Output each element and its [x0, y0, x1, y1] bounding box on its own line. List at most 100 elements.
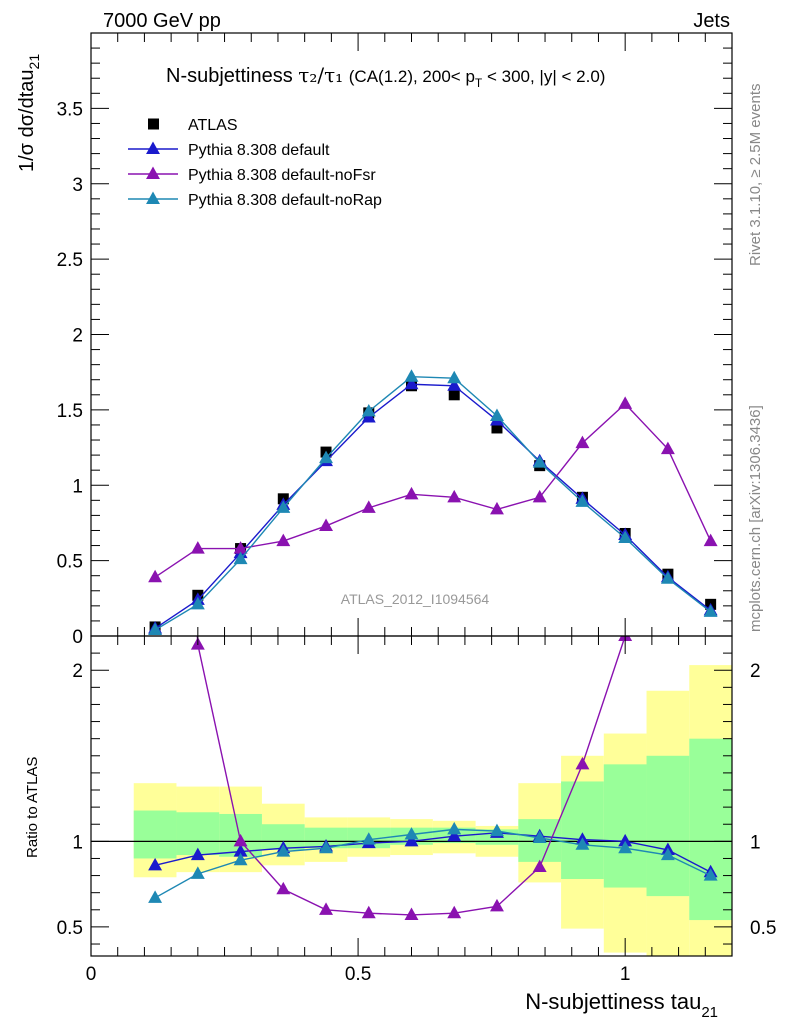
main-series-marker-3	[404, 369, 419, 382]
main-series-marker-1	[404, 376, 419, 390]
ratio-series-marker-2	[660, 847, 675, 861]
ratio-series-marker-1	[404, 907, 419, 920]
main-series-marker-3	[618, 530, 633, 544]
ratio-series-line-2	[154, 828, 711, 899]
main-series-layer	[148, 369, 718, 636]
header-right: Jets	[693, 10, 730, 32]
ratio-xtick-label: 0	[86, 964, 97, 985]
ratio-series-marker-1	[319, 902, 333, 915]
legend-label: ATLAS	[188, 117, 238, 134]
ratio-series-marker-1	[447, 905, 462, 919]
ratio-series-marker-2	[490, 823, 504, 837]
legend: ATLAS Pythia 8.308 default Pythia 8.308 de…	[128, 117, 382, 209]
green-band-bin	[304, 827, 348, 849]
main-series-marker-3	[532, 455, 547, 468]
atlas-data-point	[491, 422, 503, 434]
legend-label: Pythia 8.308 default-noRap	[188, 192, 382, 209]
legend-label: Pythia 8.308 default-noFsr	[188, 167, 376, 184]
title-tail: (CA(1.2), 200< p	[349, 67, 475, 86]
ratio-series-marker-0	[447, 828, 462, 842]
ratio-series-marker-1	[233, 833, 248, 847]
ratio-series-marker-1	[276, 881, 291, 895]
main-series-marker-3	[703, 604, 718, 617]
main-ytick-label: 0	[72, 627, 83, 648]
ratio-series-marker-2	[532, 830, 547, 843]
green-band-bin	[603, 764, 647, 888]
ratio-series-marker-1	[361, 905, 376, 919]
main-series-marker-2	[532, 489, 547, 503]
ratio-series-layer	[91, 475, 732, 920]
ratio-xtick-label: 1	[620, 964, 631, 985]
main-series-marker-3	[319, 450, 333, 464]
main-series-line-1	[154, 383, 712, 630]
green-band-bin	[561, 781, 604, 879]
ratio-series-marker-2	[404, 827, 419, 840]
main-series-marker-2	[447, 489, 462, 503]
ratio-series-line-0	[154, 832, 711, 873]
ratio-series-marker-1	[661, 475, 675, 487]
atlas-data-point	[448, 389, 460, 401]
ratio-xtick-label: 0.5	[345, 964, 371, 985]
ratio-series-marker-2	[703, 868, 718, 881]
main-series-marker-2	[233, 541, 248, 554]
main-series-marker-3	[148, 622, 163, 636]
main-ytick-label: 2.5	[57, 250, 83, 271]
ratio-uncertainty-bands	[133, 665, 732, 956]
main-series-marker-3	[233, 551, 248, 565]
ratio-series-marker-1	[532, 859, 547, 873]
main-ytick-label: 0.5	[57, 552, 83, 573]
ratio-xlabel-sub: 21	[701, 1004, 718, 1021]
ratio-ylabel: Ratio to ATLAS	[24, 757, 41, 858]
main-series-marker-2	[276, 533, 291, 547]
legend-label: Pythia 8.308 default	[188, 142, 330, 159]
ratio-series-marker-0	[190, 847, 205, 861]
plot-title: N-subjettiness τ₂/τ₁ (CA(1.2), 200< pT <…	[166, 63, 605, 90]
ratio-series-marker-2	[233, 852, 248, 866]
main-series-marker-3	[447, 370, 462, 384]
ratio-series-marker-0	[618, 833, 633, 847]
legend-marker	[146, 166, 160, 180]
main-series-marker-3	[276, 500, 291, 513]
title-main: N-subjettiness	[166, 65, 293, 87]
main-series-marker-3	[490, 408, 504, 421]
analysis-watermark: ATLAS_2012_I1094564	[341, 591, 490, 607]
ratio-series-marker-2	[190, 866, 205, 879]
main-ylabel-sub: 21	[26, 54, 42, 70]
ratio-series-marker-2	[148, 890, 163, 903]
ratio-ytick-label-right: 1	[750, 832, 761, 853]
title-math: τ₂/τ₁	[298, 63, 343, 87]
rivet-label: Rivet 3.1.10, ≥ 2.5M events	[747, 84, 764, 267]
main-series-line-3	[154, 376, 712, 631]
ratio-series-line-1	[196, 636, 626, 916]
main-series-marker-2	[703, 533, 718, 547]
main-series-marker-2	[361, 500, 376, 513]
main-series-marker-2	[490, 501, 504, 515]
title-end: < 300, |y| < 2.0)	[482, 67, 605, 86]
ratio-series-marker-2	[618, 840, 633, 854]
ratio-series-marker-0	[404, 833, 419, 847]
ratio-ytick-label-right: 2	[750, 661, 761, 682]
main-ytick-label: 1.5	[57, 401, 83, 422]
main-series-marker-2	[148, 569, 163, 583]
ratio-series-marker-0	[233, 844, 248, 857]
main-series-marker-2	[575, 435, 590, 449]
ratio-ytick-label-left: 2	[72, 661, 83, 682]
main-series-marker-2	[404, 486, 419, 500]
main-ytick-label: 3.5	[57, 99, 83, 120]
green-band-bin	[689, 738, 732, 921]
legend-marker-atlas	[148, 118, 159, 130]
ratio-series-marker-2	[575, 837, 590, 850]
legend-marker	[146, 191, 160, 205]
ratio-series-marker-2	[361, 832, 376, 845]
main-series-marker-2	[190, 541, 205, 554]
ratio-series-marker-0	[148, 857, 163, 871]
axes-layer: 0 0.5 1 1.5 2 2.5 3 3.5 0 0.5 1 0.5 0.5 1 1 2 2	[57, 32, 776, 985]
main-ytick-label: 3	[72, 175, 83, 196]
ratio-ytick-label-left: 1	[72, 832, 83, 853]
ratio-series-marker-1	[575, 756, 590, 770]
ratio-ytick-label-right: 0.5	[750, 918, 776, 939]
ratio-series-marker-1	[490, 898, 504, 912]
main-series-marker-3	[361, 403, 376, 417]
mcplots-label: mcplots.cern.ch [arXiv:1306.3436]	[747, 405, 764, 632]
